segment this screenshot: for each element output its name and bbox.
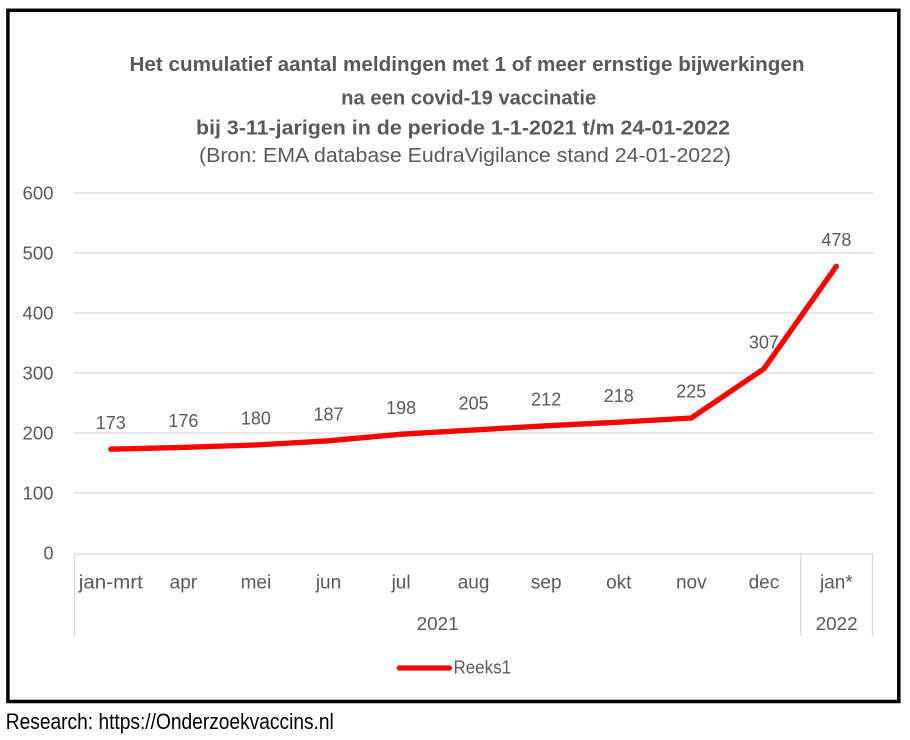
svg-text:jan*: jan*	[819, 573, 853, 594]
svg-text:Research: https://Onderzoekvac: Research: https://Onderzoekvaccins.nl	[6, 709, 334, 734]
svg-text:mei: mei	[241, 573, 272, 594]
svg-text:na een covid-19 vaccinatie: na een covid-19 vaccinatie	[341, 87, 596, 109]
svg-text:jul: jul	[391, 573, 411, 594]
svg-text:212: 212	[531, 389, 561, 409]
svg-text:2022: 2022	[816, 614, 858, 634]
svg-text:jun: jun	[315, 573, 341, 594]
svg-text:apr: apr	[170, 573, 198, 594]
svg-text:aug: aug	[458, 573, 490, 594]
svg-text:sep: sep	[531, 573, 562, 594]
svg-text:okt: okt	[606, 573, 632, 594]
svg-text:173: 173	[96, 413, 126, 433]
svg-text:187: 187	[313, 404, 343, 424]
svg-text:400: 400	[23, 304, 54, 324]
svg-text:176: 176	[168, 411, 198, 431]
svg-text:0: 0	[43, 544, 53, 564]
svg-text:180: 180	[241, 409, 271, 429]
svg-text:198: 198	[386, 398, 416, 418]
svg-text:500: 500	[23, 244, 54, 264]
svg-text:200: 200	[23, 424, 54, 444]
svg-text:100: 100	[23, 484, 54, 504]
svg-text:Reeks1: Reeks1	[454, 657, 512, 677]
svg-text:dec: dec	[749, 573, 780, 594]
svg-text:Het cumulatief aantal meldinge: Het cumulatief aantal meldingen met 1 of…	[130, 54, 805, 76]
svg-text:300: 300	[23, 364, 54, 384]
svg-text:478: 478	[821, 230, 851, 250]
svg-text:nov: nov	[676, 573, 707, 594]
svg-text:600: 600	[23, 184, 54, 204]
svg-text:(Bron: EMA database EudraVigil: (Bron: EMA database EudraVigilance stand…	[199, 145, 731, 167]
svg-text:205: 205	[459, 394, 489, 414]
svg-text:307: 307	[749, 332, 779, 352]
svg-text:2021: 2021	[417, 614, 459, 634]
svg-text:jan-mrt: jan-mrt	[78, 573, 144, 594]
svg-text:bij 3-11-jarigen in de periode: bij 3-11-jarigen in de periode 1-1-2021 …	[196, 117, 730, 139]
svg-text:218: 218	[604, 386, 634, 406]
svg-text:225: 225	[676, 382, 706, 402]
